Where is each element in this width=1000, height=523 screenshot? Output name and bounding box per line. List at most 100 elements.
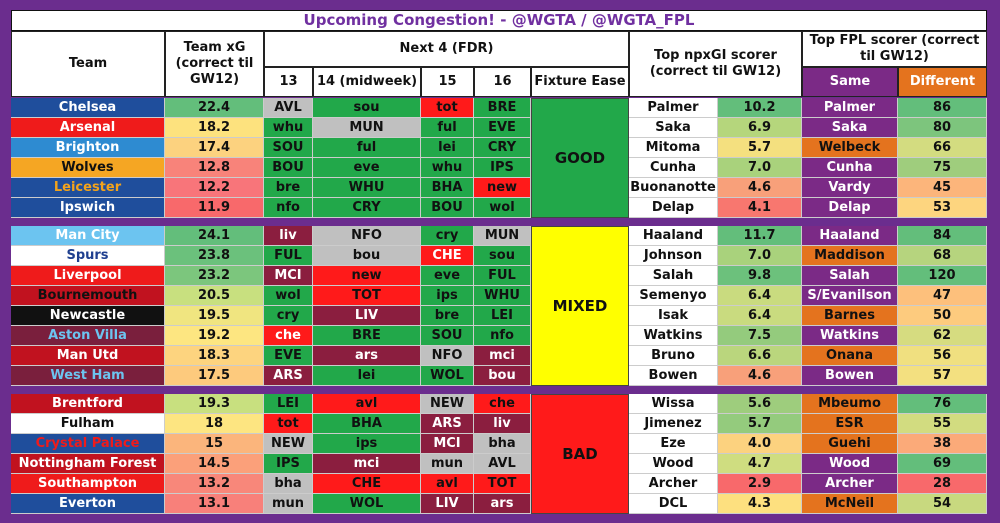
header-fixture-ease: Fixture Ease (531, 67, 629, 97)
team-xg-value: 19.3 (165, 394, 264, 414)
npxgi-value: 5.7 (718, 138, 802, 158)
fpl-top-scorer: Archer (802, 474, 898, 494)
fixture-gw13: whu (264, 118, 313, 138)
fpl-points-value: 76 (898, 394, 987, 414)
congestion-table: Upcoming Congestion! - @WGTA / @WGTA_FPL… (11, 10, 987, 516)
team-xg-value: 17.4 (165, 138, 264, 158)
npxgi-player: Jimenez (629, 414, 718, 434)
fixture-gw13: IPS (264, 454, 313, 474)
fpl-points-value: 62 (898, 326, 987, 346)
fixture-gw15: mun (421, 454, 474, 474)
fpl-points-value: 69 (898, 454, 987, 474)
fpl-points-value: 66 (898, 138, 987, 158)
team-name: Man Utd (11, 346, 165, 366)
fpl-points-value: 50 (898, 306, 987, 326)
fixture-gw16: MUN (474, 226, 531, 246)
team-name: Ipswich (11, 198, 165, 218)
fixture-gw16: new (474, 178, 531, 198)
fixture-gw15: tot (421, 98, 474, 118)
npxgi-player: Isak (629, 306, 718, 326)
table-title: Upcoming Congestion! - @WGTA / @WGTA_FPL (11, 10, 987, 31)
fpl-top-scorer: Haaland (802, 226, 898, 246)
fixture-gw15: ips (421, 286, 474, 306)
team-xg-value: 24.1 (165, 226, 264, 246)
fixture-gw14: BRE (313, 326, 421, 346)
fpl-top-scorer: Saka (802, 118, 898, 138)
team-name: Southampton (11, 474, 165, 494)
header-gw15: 15 (421, 67, 474, 97)
fpl-top-scorer: Maddison (802, 246, 898, 266)
team-xg-value: 15 (165, 434, 264, 454)
team-name: Liverpool (11, 266, 165, 286)
team-name: Crystal Palace (11, 434, 165, 454)
fixture-gw13: SOU (264, 138, 313, 158)
npxgi-value: 6.9 (718, 118, 802, 138)
fixture-gw13: mun (264, 494, 313, 514)
fpl-top-scorer: Mbeumo (802, 394, 898, 414)
fpl-top-scorer: Watkins (802, 326, 898, 346)
npxgi-player: Eze (629, 434, 718, 454)
npxgi-player: Archer (629, 474, 718, 494)
npxgi-value: 4.6 (718, 366, 802, 386)
npxgi-player: Wissa (629, 394, 718, 414)
fixture-gw14: avl (313, 394, 421, 414)
team-name: Brentford (11, 394, 165, 414)
npxgi-value: 6.6 (718, 346, 802, 366)
fixture-gw14: new (313, 266, 421, 286)
npxgi-value: 11.7 (718, 226, 802, 246)
team-name: Newcastle (11, 306, 165, 326)
fixture-gw15: BHA (421, 178, 474, 198)
npxgi-value: 6.4 (718, 306, 802, 326)
fixture-gw16: liv (474, 414, 531, 434)
team-name: Everton (11, 494, 165, 514)
fixture-gw15: whu (421, 158, 474, 178)
fixture-gw16: sou (474, 246, 531, 266)
fixture-gw14: ips (313, 434, 421, 454)
fixture-gw14: TOT (313, 286, 421, 306)
fixture-gw13: NEW (264, 434, 313, 454)
npxgi-value: 5.7 (718, 414, 802, 434)
fixture-gw14: lei (313, 366, 421, 386)
npxgi-value: 4.1 (718, 198, 802, 218)
header-gw13: 13 (264, 67, 313, 97)
fixture-gw16: EVE (474, 118, 531, 138)
fpl-top-scorer: McNeil (802, 494, 898, 514)
fixture-gw14: MUN (313, 118, 421, 138)
fpl-points-value: 80 (898, 118, 987, 138)
team-name: Wolves (11, 158, 165, 178)
team-xg-value: 12.8 (165, 158, 264, 178)
fpl-top-scorer: Cunha (802, 158, 898, 178)
team-xg-value: 20.5 (165, 286, 264, 306)
team-xg-value: 23.2 (165, 266, 264, 286)
team-name: Chelsea (11, 98, 165, 118)
fixture-gw16: BRE (474, 98, 531, 118)
fixture-gw16: bha (474, 434, 531, 454)
npxgi-player: Salah (629, 266, 718, 286)
fixture-ease-rating: MIXED (531, 226, 629, 386)
team-name: Fulham (11, 414, 165, 434)
team-name: Brighton (11, 138, 165, 158)
fixture-gw13: bha (264, 474, 313, 494)
npxgi-value: 4.6 (718, 178, 802, 198)
npxgi-player: Bowen (629, 366, 718, 386)
fixture-gw13: bre (264, 178, 313, 198)
npxgi-player: Buonanotte (629, 178, 718, 198)
fixture-gw14: eve (313, 158, 421, 178)
npxgi-value: 5.6 (718, 394, 802, 414)
npxgi-value: 2.9 (718, 474, 802, 494)
npxgi-value: 4.7 (718, 454, 802, 474)
npxgi-player: Wood (629, 454, 718, 474)
fixture-gw16: mci (474, 346, 531, 366)
team-xg-value: 13.1 (165, 494, 264, 514)
npxgi-value: 6.4 (718, 286, 802, 306)
header-fpl: Top FPL scorer (correct til GW12) (802, 31, 987, 67)
fixture-gw15: ful (421, 118, 474, 138)
fpl-top-scorer: Vardy (802, 178, 898, 198)
npxgi-value: 4.0 (718, 434, 802, 454)
npxgi-player: Semenyo (629, 286, 718, 306)
team-name: Spurs (11, 246, 165, 266)
fixture-gw14: CHE (313, 474, 421, 494)
fixture-gw14: WOL (313, 494, 421, 514)
fixture-gw14: WHU (313, 178, 421, 198)
npxgi-value: 4.3 (718, 494, 802, 514)
